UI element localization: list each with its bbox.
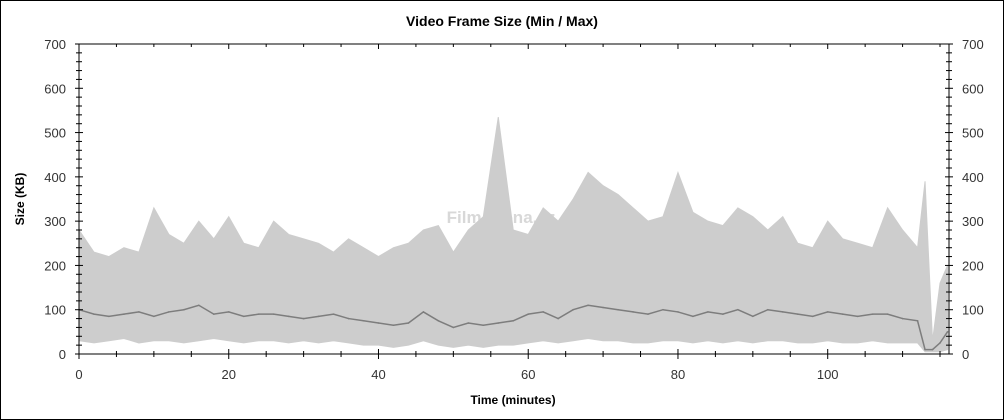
line-point: [602, 306, 604, 309]
line-point: [153, 315, 155, 318]
line-point: [482, 324, 485, 327]
line-point: [437, 319, 440, 322]
y-tick-label-left: 700: [44, 37, 66, 52]
line-point: [722, 313, 724, 315]
line-point: [138, 311, 140, 313]
line-point: [662, 308, 664, 311]
line-point: [677, 311, 679, 313]
line-point: [939, 342, 941, 344]
line-point: [856, 315, 859, 318]
y-tick-label-left: 200: [44, 258, 66, 273]
y-tick-label-left: 0: [59, 347, 66, 362]
line-point: [527, 313, 530, 315]
x-tick-label: 100: [817, 367, 839, 382]
line-point: [287, 315, 290, 318]
line-point: [542, 311, 544, 313]
line-point: [272, 313, 275, 315]
y-tick-label-left: 300: [44, 214, 66, 229]
y-tick-label-right: 300: [962, 214, 984, 229]
line-point: [407, 322, 410, 324]
line-point: [931, 348, 934, 351]
line-point: [871, 313, 874, 315]
line-point: [197, 304, 200, 307]
min-max-range-area: [78, 116, 949, 353]
line-point: [392, 324, 395, 327]
line-point: [557, 317, 559, 320]
y-tick-label-left: 500: [44, 126, 66, 141]
y-tick-label-right: 100: [962, 303, 984, 318]
y-tick-label-right: 0: [962, 347, 969, 362]
line-point: [737, 308, 739, 311]
line-point: [497, 322, 500, 324]
y-axis-label: Size (KB): [13, 173, 27, 226]
line-point: [212, 313, 215, 315]
line-point: [916, 319, 919, 322]
line-point: [572, 308, 574, 311]
line-point: [767, 308, 769, 311]
x-tick-label: 0: [75, 367, 82, 382]
y-tick-label-right: 400: [962, 170, 984, 185]
line-point: [302, 317, 305, 320]
line-point: [168, 311, 170, 313]
line-point: [901, 317, 904, 320]
line-point: [826, 311, 829, 313]
x-tick-label: 40: [371, 367, 385, 382]
line-point: [317, 315, 320, 318]
line-point: [886, 313, 889, 315]
x-tick-label: 60: [521, 367, 535, 382]
line-point: [452, 326, 455, 329]
y-tick-label-left: 100: [44, 303, 66, 318]
line-point: [347, 317, 350, 320]
line-point: [422, 311, 425, 313]
y-tick-label-left: 600: [44, 81, 66, 96]
line-point: [647, 313, 649, 315]
line-point: [707, 311, 709, 313]
y-tick-label-right: 600: [962, 81, 984, 96]
y-tick-label-right: 700: [962, 37, 984, 52]
chart-title: Video Frame Size (Min / Max): [406, 13, 598, 29]
line-point: [242, 315, 245, 318]
line-point: [93, 313, 95, 315]
line-point: [227, 311, 230, 313]
line-point: [257, 313, 260, 315]
line-point: [946, 331, 949, 333]
line-point: [924, 348, 926, 351]
line-point: [796, 313, 799, 315]
line-point: [811, 315, 814, 318]
x-tick-label: 80: [671, 367, 685, 382]
line-point: [512, 319, 515, 322]
line-point: [362, 319, 365, 322]
y-tick-label-right: 200: [962, 258, 984, 273]
line-point: [841, 313, 844, 315]
y-tick-label-right: 500: [962, 126, 984, 141]
line-point: [467, 322, 470, 324]
line-point: [123, 313, 125, 315]
line-point: [617, 308, 619, 311]
line-point: [752, 315, 754, 318]
line-point: [587, 304, 589, 307]
line-point: [108, 315, 110, 318]
x-axis-label: Time (minutes): [470, 393, 555, 407]
x-tick-label: 20: [222, 367, 236, 382]
plot-area: [78, 116, 949, 353]
line-point: [332, 313, 335, 315]
line-point: [692, 315, 694, 318]
y-tick-label-left: 400: [44, 170, 66, 185]
line-point: [377, 322, 380, 324]
line-point: [781, 311, 784, 313]
line-point: [183, 308, 185, 311]
line-point: [632, 311, 634, 313]
